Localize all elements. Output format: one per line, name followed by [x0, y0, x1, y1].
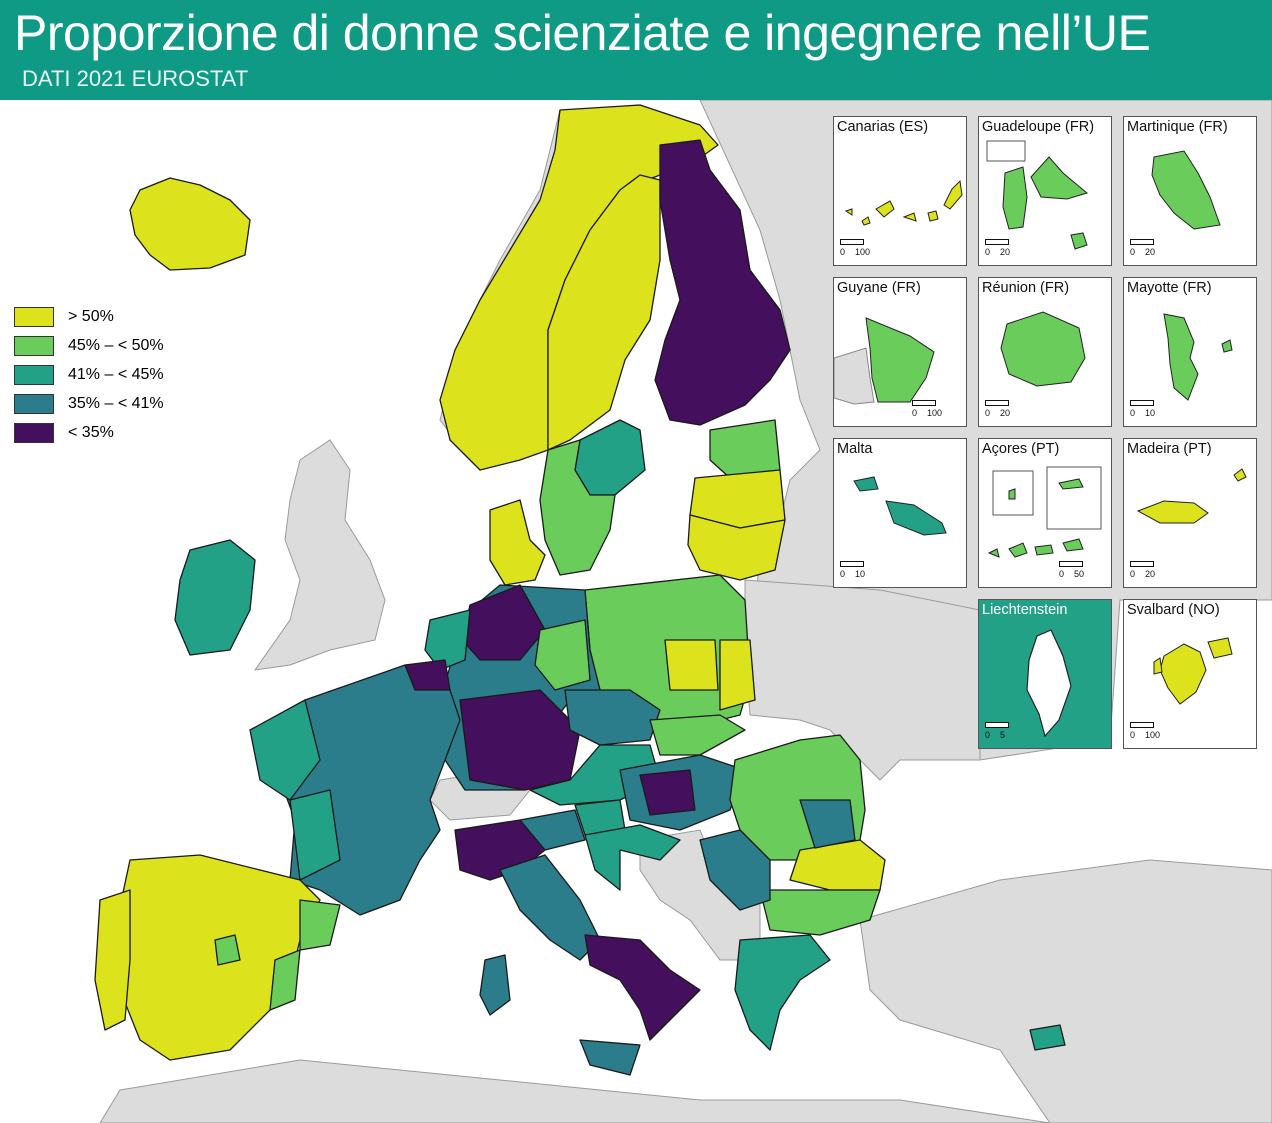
region-italy-center: [499, 854, 601, 961]
legend-item: < 35%: [14, 418, 164, 447]
region-lithuania: [687, 514, 786, 581]
inset-canarias: Canarias (ES) 0 100: [833, 116, 967, 266]
inset-liechtenstein-shapes: [1026, 629, 1072, 738]
inset-reunion: Réunion (FR) 0 20: [978, 277, 1112, 427]
uk-land: [253, 439, 386, 671]
scale-bar: 0 10: [840, 561, 875, 579]
region-france-southwest: [289, 789, 341, 881]
region-czechia: [564, 689, 661, 746]
region-france-west: [249, 699, 321, 801]
legend-label: < 35%: [68, 423, 114, 441]
inset-mayotte-shapes: [1163, 313, 1233, 401]
inset-guadeloupe: Guadeloupe (FR) 0 20: [978, 116, 1112, 266]
region-poland-east: [719, 639, 756, 711]
region-germany-east: [534, 619, 591, 691]
africa-land: [99, 1059, 1051, 1123]
region-spain-madrid: [214, 934, 241, 966]
inset-label: Martinique (FR): [1127, 119, 1228, 135]
region-italy-south: [584, 934, 701, 1041]
legend-swatch: [14, 306, 54, 327]
region-netherlands: [424, 609, 471, 671]
region-italy-northeast: [519, 809, 586, 851]
region-portugal: [94, 889, 131, 1031]
legend-label: 41% – < 45%: [68, 365, 164, 383]
inset-acores: Açores (PT) 0 50: [978, 438, 1112, 588]
region-finland: [654, 139, 791, 426]
inset-malta-shapes: [853, 476, 947, 536]
region-slovakia: [649, 714, 746, 756]
region-estonia: [709, 419, 781, 479]
region-spain-northeast: [299, 899, 341, 951]
scale-bar: 0 20: [1130, 561, 1165, 579]
region-ireland: [174, 539, 256, 656]
map-subtitle: DATI 2021 EUROSTAT: [22, 66, 249, 91]
inset-martinique: Martinique (FR) 0 20: [1123, 116, 1257, 266]
region-sweden-north: [547, 174, 661, 451]
legend-swatch: [14, 393, 54, 414]
scale-bar: 0 100: [912, 400, 952, 418]
inset-malta: Malta 0 10: [833, 438, 967, 588]
inset-mayotte: Mayotte (FR) 0 10: [1123, 277, 1257, 427]
legend-item: 41% – < 45%: [14, 360, 164, 389]
legend-swatch: [14, 364, 54, 385]
inset-guyane-shapes: [834, 317, 935, 405]
inset-svalbard: Svalbard (NO) 0 100: [1123, 599, 1257, 749]
inset-acores-shapes: [987, 466, 1102, 558]
scale-bar: 0 20: [1130, 239, 1165, 257]
region-hungary-central: [639, 769, 696, 816]
inset-label: Açores (PT): [982, 441, 1060, 457]
legend-label: 45% – < 50%: [68, 336, 164, 354]
scale-bar: 0 10: [1130, 400, 1165, 418]
inset-label: Madeira (PT): [1127, 441, 1212, 457]
legend-item: 35% – < 41%: [14, 389, 164, 418]
region-sweden-south: [539, 439, 616, 576]
inset-label: Réunion (FR): [982, 280, 1070, 296]
inset-madeira-shapes: [1136, 468, 1247, 524]
region-bulgaria: [759, 889, 881, 936]
inset-guadeloupe-shapes: [986, 140, 1089, 250]
scale-bar: 0 100: [1130, 722, 1170, 740]
legend-label: > 50%: [68, 307, 114, 325]
legend-item: > 50%: [14, 302, 164, 331]
inset-madeira: Madeira (PT) 0 20: [1123, 438, 1257, 588]
inset-label: Svalbard (NO): [1127, 602, 1220, 618]
region-romania-east: [799, 799, 856, 849]
inset-martinique-shapes: [1151, 150, 1221, 230]
inset-label: Liechtenstein: [982, 602, 1068, 618]
legend-swatch: [14, 422, 54, 443]
inset-label: Guyane (FR): [837, 280, 921, 296]
region-sardinia: [479, 954, 511, 1016]
turkey-land: [859, 859, 1272, 1123]
inset-reunion-shapes: [1000, 311, 1086, 387]
scale-bar: 0 100: [840, 239, 880, 257]
region-serbia: [699, 829, 771, 911]
inset-guyane: Guyane (FR) 0 100: [833, 277, 967, 427]
scale-bar: 0 50: [1059, 561, 1094, 579]
region-sicily: [579, 1039, 641, 1076]
region-sweden-middle: [574, 419, 646, 496]
inset-label: Mayotte (FR): [1127, 280, 1212, 296]
region-cyprus: [1029, 1024, 1066, 1051]
title-banner: Proporzione di donne scienziate e ingegn…: [0, 0, 1272, 100]
legend-swatch: [14, 335, 54, 356]
inset-label: Canarias (ES): [837, 119, 929, 135]
inset-canarias-shapes: [844, 179, 963, 226]
region-spain-east: [269, 949, 301, 1011]
inset-label: Guadeloupe (FR): [982, 119, 1095, 135]
legend-item: 45% – < 50%: [14, 331, 164, 360]
scale-bar: 0 20: [985, 400, 1020, 418]
map-title: Proporzione di donne scienziate e ingegn…: [14, 5, 1151, 61]
region-denmark: [489, 499, 546, 586]
scale-bar: 0 20: [985, 239, 1020, 257]
region-greece: [734, 934, 831, 1051]
map-legend: > 50% 45% – < 50% 41% – < 45% 35% – < 41…: [14, 302, 164, 447]
region-croatia: [584, 824, 681, 891]
region-poland-center: [664, 639, 719, 691]
inset-svalbard-shapes: [1153, 637, 1233, 705]
legend-label: 35% – < 41%: [68, 394, 164, 412]
region-iceland: [129, 177, 251, 271]
inset-label: Malta: [837, 441, 873, 457]
